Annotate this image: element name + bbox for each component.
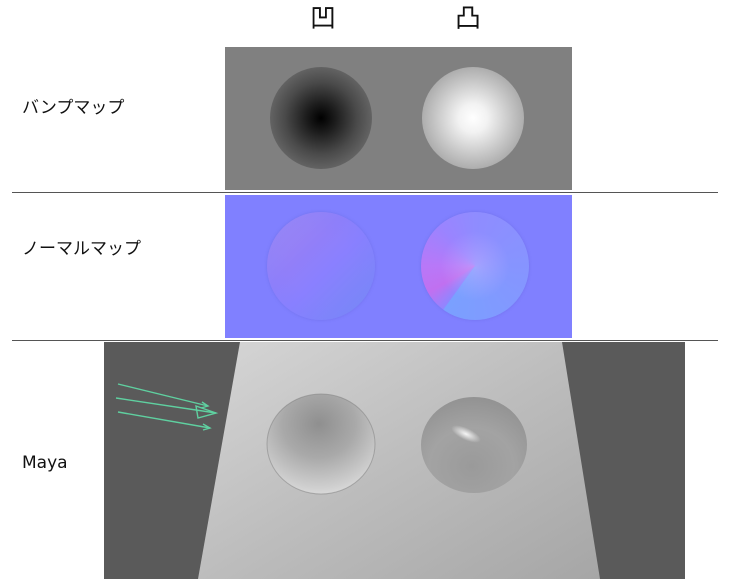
bump-map-label: バンプマップ [22,98,125,118]
normal-map-label: ノーマルマップ [22,239,141,259]
row-divider-2 [12,340,718,341]
maya-viewport-render [115,342,600,579]
convex-bump-sphere [422,67,524,169]
maya-viewport [104,342,685,579]
convex-normal-sphere [421,212,529,320]
ground-plane [198,342,600,579]
concave-dent-rim [266,393,376,495]
convex-header-symbol: 凸 [454,4,481,34]
concave-header-symbol: 凹 [309,4,336,34]
maya-label: Maya [22,453,68,473]
concave-normal-sphere [267,212,375,320]
convex-bump [421,397,527,493]
concave-dent [267,394,375,494]
row-divider-1 [12,192,718,193]
convex-bump-highlight [451,425,481,443]
concave-bump-sphere [270,67,372,169]
bump-map-panel [225,47,572,190]
normal-map-panel [225,195,572,338]
directional-light-icon [115,383,219,431]
